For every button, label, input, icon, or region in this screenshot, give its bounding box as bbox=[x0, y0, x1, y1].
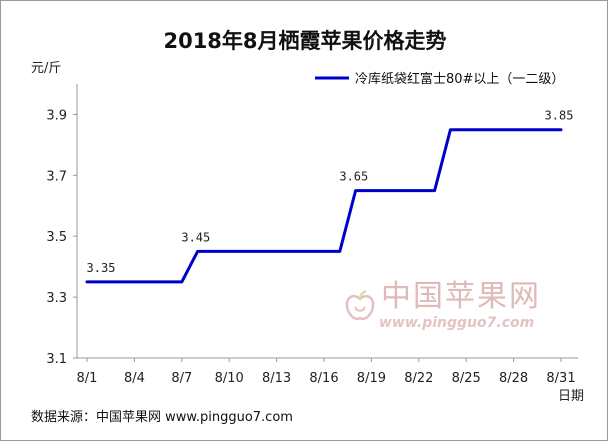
series-line-0 bbox=[85, 128, 563, 284]
legend: 冷库纸袋红富士80#以上（一二级） bbox=[315, 71, 564, 87]
y-tick-label: 3.5 bbox=[46, 230, 67, 245]
x-axis-label: 日期 bbox=[558, 389, 584, 404]
x-tick-label: 8/16 bbox=[309, 371, 338, 386]
data-label: 3.45 bbox=[181, 230, 210, 244]
series-group bbox=[85, 128, 563, 284]
data-label: 3.35 bbox=[87, 261, 116, 275]
y-axis-ticks: 3.1 3.3 3.5 3.7 3.9 bbox=[46, 108, 77, 367]
y-tick-label: 3.7 bbox=[46, 169, 67, 184]
x-tick-label: 8/19 bbox=[357, 371, 386, 386]
y-tick-label: 3.1 bbox=[46, 352, 67, 367]
x-tick-label: 8/1 bbox=[77, 371, 98, 386]
x-tick-label: 8/22 bbox=[404, 371, 433, 386]
x-tick-label: 8/28 bbox=[499, 371, 528, 386]
legend-label: 冷库纸袋红富士80#以上（一二级） bbox=[355, 71, 564, 87]
y-tick-label: 3.3 bbox=[46, 291, 67, 306]
x-tick-label: 8/25 bbox=[452, 371, 481, 386]
data-label: 3.85 bbox=[545, 109, 574, 123]
x-tick-label: 8/10 bbox=[215, 371, 244, 386]
data-label: 3.65 bbox=[339, 170, 368, 184]
x-tick-label: 8/31 bbox=[546, 371, 575, 386]
watermark-url: www.pingguo7.com bbox=[379, 315, 534, 331]
y-tick-label: 3.9 bbox=[46, 108, 67, 123]
chart-title: 2018年8月栖霞苹果价格走势 bbox=[163, 29, 446, 53]
watermark-name: 中国苹果网 bbox=[381, 279, 541, 314]
watermark: 中国苹果网 www.pingguo7.com bbox=[345, 279, 541, 331]
source-note: 数据来源：中国苹果网 www.pingguo7.com bbox=[31, 410, 293, 425]
x-tick-label: 8/7 bbox=[171, 371, 192, 386]
x-tick-label: 8/13 bbox=[262, 371, 291, 386]
x-axis-ticks: 8/1 8/4 8/7 8/10 8/13 8/16 8/19 8/22 8/25 8/28 8/3… bbox=[77, 358, 576, 386]
y-axis-unit: 元/斤 bbox=[31, 61, 61, 76]
data-labels: 3.35 3.45 3.65 3.85 bbox=[87, 109, 574, 275]
x-tick-label: 8/4 bbox=[124, 371, 145, 386]
apple-logo-icon bbox=[345, 289, 375, 320]
